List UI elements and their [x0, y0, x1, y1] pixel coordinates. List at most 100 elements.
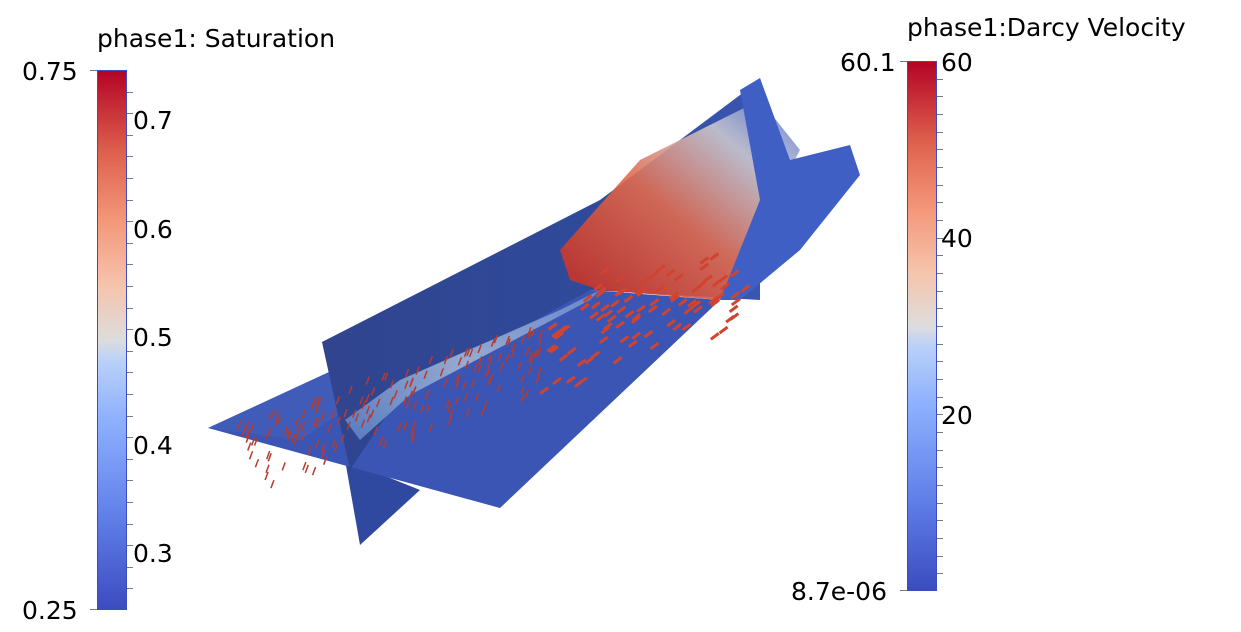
vector-glyph — [397, 423, 402, 432]
colorbar-tick — [127, 221, 133, 223]
vector-glyph — [584, 356, 595, 365]
vector-glyph — [264, 471, 269, 481]
vector-glyph — [348, 385, 353, 395]
vector-glyph — [404, 368, 410, 378]
vector-glyph — [315, 419, 320, 429]
vector-glyph — [606, 314, 617, 323]
vector-glyph — [527, 327, 532, 336]
vector-glyph — [443, 378, 448, 388]
vector-glyph — [683, 306, 694, 315]
vector-glyph — [511, 343, 516, 353]
vector-glyph — [520, 385, 525, 395]
colorbar-tick — [937, 202, 943, 204]
vector-glyph — [403, 422, 408, 431]
vector-glyph — [477, 363, 482, 373]
vector-glyph — [379, 436, 384, 446]
vector-glyph — [582, 294, 593, 303]
vector-glyph — [274, 410, 279, 419]
colorbar-tick — [937, 149, 943, 151]
vector-glyph — [291, 433, 296, 443]
vector-glyph — [565, 375, 576, 384]
vector-glyph — [655, 284, 666, 293]
vector-glyph — [490, 338, 496, 347]
vector-glyph — [595, 289, 605, 299]
vector-glyph — [466, 347, 471, 356]
colorbar-tick — [937, 255, 943, 257]
colorbar-tick — [937, 273, 943, 274]
colorbar-tick — [937, 96, 943, 98]
colorbar-tick — [937, 502, 943, 504]
vector-glyph — [301, 409, 306, 419]
vector-glyph — [425, 390, 430, 400]
vector-glyph — [532, 349, 538, 359]
vector-glyph — [320, 411, 326, 421]
colorbar-tick — [127, 91, 133, 93]
vector-glyph — [535, 374, 541, 384]
vector-glyph — [485, 368, 490, 378]
vector-glyph — [655, 264, 666, 273]
vector-glyph — [505, 354, 510, 363]
vector-glyph — [410, 434, 415, 444]
colorbar-tick — [127, 588, 133, 590]
vector-glyph — [600, 303, 610, 313]
vector-glyph — [276, 416, 282, 425]
vector-glyph — [728, 304, 739, 313]
vector-glyph — [463, 392, 469, 402]
vector-glyph — [247, 442, 252, 451]
colorbar-tick — [127, 350, 133, 352]
vector-glyph — [473, 363, 478, 372]
vector-glyph — [639, 276, 650, 286]
vector-glyph — [369, 409, 375, 419]
vector-glyph — [623, 294, 634, 304]
vector-glyph — [666, 318, 677, 328]
vector-glyph — [465, 408, 470, 418]
vector-glyph — [552, 376, 562, 386]
colorbar-tick — [127, 566, 133, 568]
vector-glyph — [691, 300, 702, 309]
colorbar-tick — [127, 178, 133, 179]
vector-glyph — [554, 331, 564, 340]
colorbar-tick — [127, 545, 133, 547]
velocity-max-tick — [900, 61, 907, 62]
vector-glyph — [270, 479, 275, 489]
vector-glyph — [487, 359, 492, 369]
vector-glyph — [551, 329, 562, 339]
vector-glyph — [669, 291, 680, 300]
colorbar-tick — [127, 156, 133, 158]
vector-glyph — [711, 278, 722, 288]
vector-glyph — [480, 408, 486, 417]
vector-glyph — [549, 345, 559, 354]
vector-glyph — [373, 426, 378, 436]
vector-glyph — [336, 416, 342, 426]
velocity-colorbar — [907, 61, 937, 591]
vector-glyph — [354, 412, 360, 422]
vector-glyph — [320, 443, 326, 452]
vector-glyph — [699, 262, 710, 272]
vector-glyph — [286, 432, 292, 441]
vector-glyph — [317, 397, 322, 407]
vector-glyph — [333, 443, 339, 453]
vector-glyph — [265, 450, 271, 460]
vector-glyph — [524, 389, 530, 399]
vector-glyph — [598, 335, 609, 345]
colorbar-tick — [937, 485, 943, 486]
vector-glyph — [359, 396, 364, 405]
colorbar-tick — [937, 167, 943, 168]
vector-glyph — [603, 309, 614, 318]
velocity-min-tick — [900, 590, 907, 591]
vector-glyph — [729, 269, 740, 278]
colorbar-tick — [937, 361, 943, 363]
colorbar-tick — [937, 414, 943, 416]
vector-glyph — [709, 252, 720, 261]
colorbar-tick — [937, 555, 943, 557]
vector-glyph — [527, 331, 532, 340]
channel-right-wall — [720, 78, 860, 300]
colorbar-tick — [937, 184, 943, 186]
velocity-tick-label: 20 — [941, 401, 973, 430]
vector-glyph — [610, 299, 620, 308]
velocity-min-label: 8.7e-06 — [791, 577, 887, 606]
colorbar-tick — [937, 78, 943, 80]
vector-glyph — [627, 339, 638, 349]
colorbar-tick — [127, 415, 133, 417]
colorbar-tick — [937, 520, 943, 522]
